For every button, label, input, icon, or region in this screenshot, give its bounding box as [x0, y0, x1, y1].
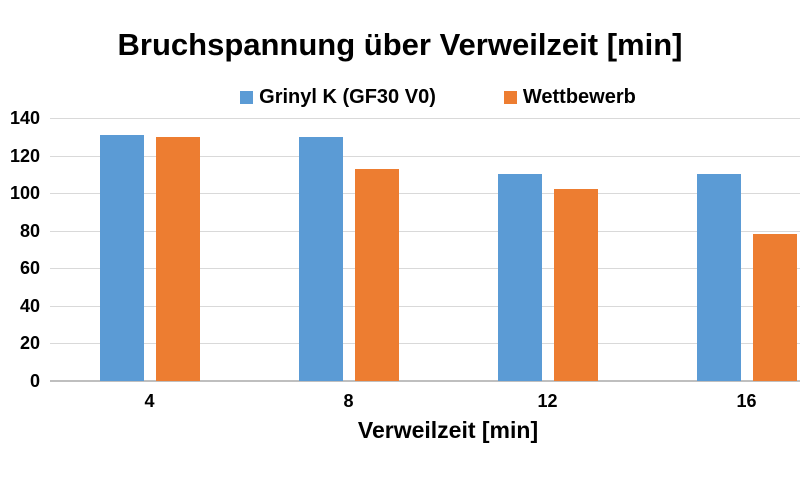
- y-tick-label: 0: [29, 371, 40, 391]
- legend-item-wettbewerb: Wettbewerb: [503, 85, 636, 109]
- gridline: [50, 268, 800, 270]
- x-tick-label: 12: [537, 391, 558, 411]
- x-tick-label: 16: [736, 391, 757, 411]
- x-tick-label: 8: [343, 391, 354, 411]
- gridline: [50, 193, 800, 195]
- x-axis-line: [50, 380, 800, 382]
- bar-wettbewerb-12: [553, 189, 598, 381]
- legend: Grinyl K (GF30 V0) Wettbewerb: [38, 86, 800, 108]
- y-tick-label: 20: [19, 333, 40, 354]
- legend-label-grinyl: Grinyl K (GF30 V0): [259, 85, 436, 108]
- gridline: [50, 343, 800, 345]
- legend-swatch-grinyl-icon: [240, 90, 254, 104]
- bar-wettbewerb-16: [752, 234, 797, 381]
- y-tick-label: 80: [19, 220, 40, 241]
- gridline: [50, 118, 800, 119]
- legend-swatch-wettbewerb-icon: [503, 90, 517, 104]
- bar-wettbewerb-4: [155, 137, 200, 381]
- y-tick-label: 140: [9, 108, 40, 128]
- y-tick-label: 100: [9, 183, 40, 204]
- bar-grinyl-4: [99, 135, 144, 381]
- legend-item-grinyl: Grinyl K (GF30 V0): [240, 86, 436, 109]
- y-tick-label: 40: [19, 295, 40, 316]
- bar-wettbewerb-8: [354, 169, 399, 381]
- x-tick-label: 4: [144, 391, 155, 411]
- gridline: [50, 305, 800, 307]
- bar-grinyl-12: [497, 174, 542, 381]
- gridline: [50, 155, 800, 157]
- gridline: [50, 230, 800, 232]
- x-axis-title: Verweilzeit [min]: [357, 417, 539, 443]
- legend-label-wettbewerb: Wettbewerb: [522, 85, 636, 108]
- chart-title: Bruchspannung über Verweilzeit [min]: [117, 27, 683, 62]
- y-tick-label: 60: [19, 258, 40, 279]
- y-tick-label: 120: [9, 145, 40, 166]
- bar-grinyl-16: [696, 174, 741, 381]
- bar-grinyl-8: [298, 137, 343, 381]
